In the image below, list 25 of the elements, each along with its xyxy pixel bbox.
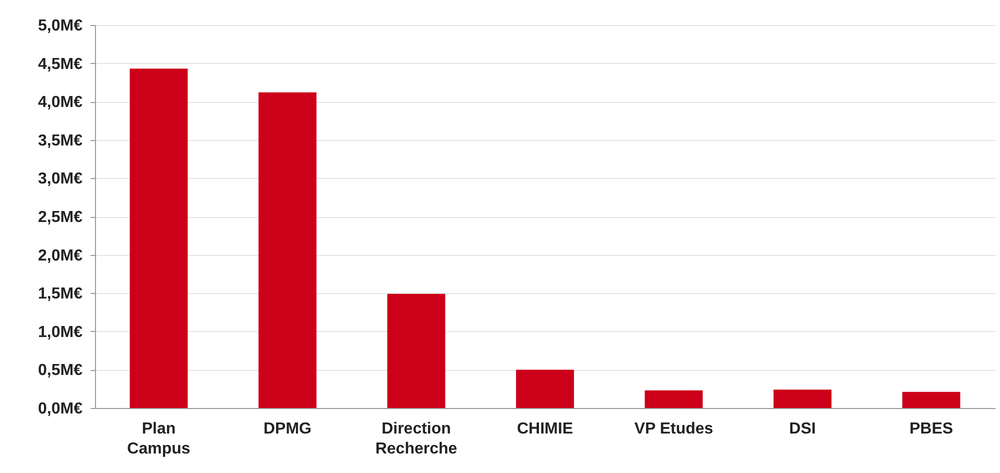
bar <box>774 390 832 408</box>
y-tick-label: 1,5M€ <box>38 286 83 303</box>
bar <box>387 294 446 408</box>
y-tick-label: 3,5M€ <box>38 132 83 150</box>
bar <box>258 92 316 408</box>
y-tick-label: 0,0M€ <box>38 400 83 418</box>
y-tick-label: 5,0M€ <box>38 18 83 34</box>
bar <box>902 392 960 408</box>
x-tick-label: DSI <box>789 420 816 438</box>
x-tick-label: CHIMIE <box>517 420 574 438</box>
x-tick-label: Plan Campus <box>127 420 190 458</box>
x-tick-label: DPMG <box>263 420 312 438</box>
y-tick-label: 4,5M€ <box>38 56 83 73</box>
y-tick-label: 0,5M€ <box>38 362 83 380</box>
x-tick-label: PBES <box>909 420 954 438</box>
y-tick-label: 4,0M€ <box>38 94 83 112</box>
y-tick-label: 2,0M€ <box>38 247 83 264</box>
y-tick-label: 2,5M€ <box>38 209 83 226</box>
bar <box>644 390 703 408</box>
y-tick-label: 3,0M€ <box>38 170 83 188</box>
x-tick-label: Direction Recherche <box>375 420 458 458</box>
y-tick-label: 1,0M€ <box>38 324 83 341</box>
x-tick-label: VP Etudes <box>634 420 714 438</box>
bar <box>130 68 188 408</box>
bar <box>516 370 574 408</box>
